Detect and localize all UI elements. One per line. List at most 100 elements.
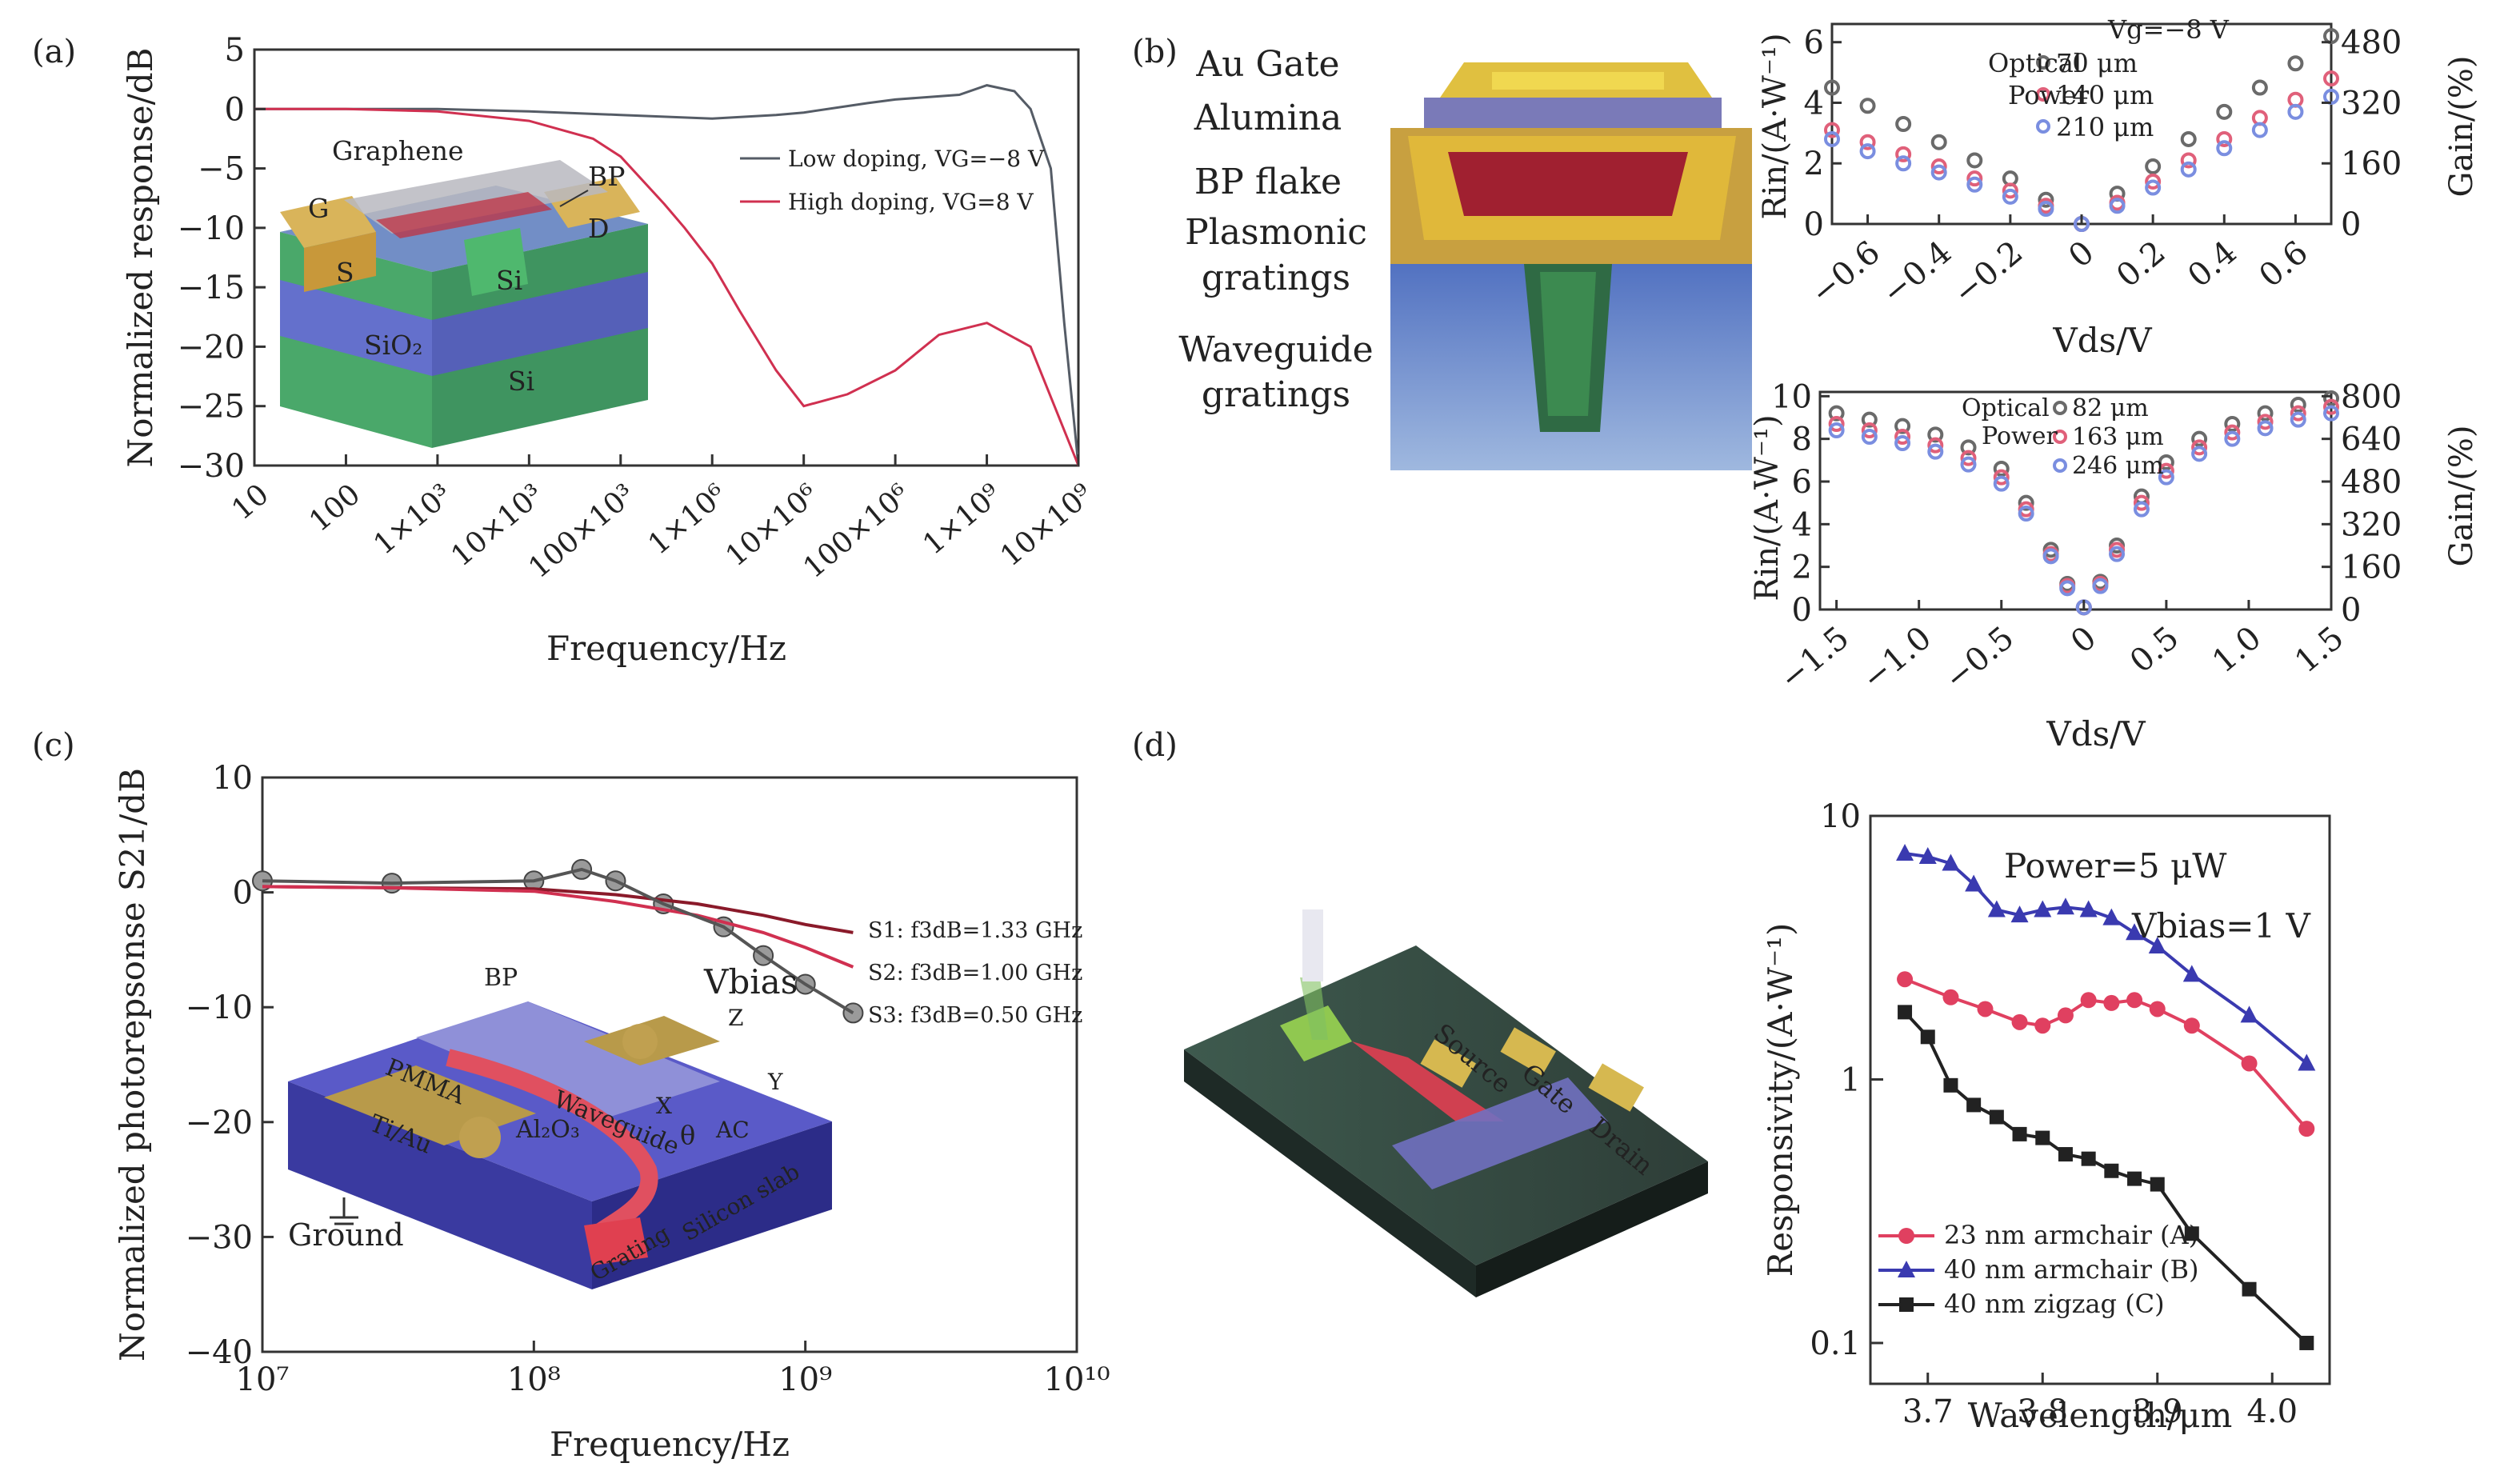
data-point-70-m bbox=[2180, 130, 2197, 147]
data-point-23-nm-armchair-a bbox=[2149, 1001, 2166, 1017]
y-tick-label: 0 bbox=[225, 91, 245, 128]
legend-label-210-m: 210 μm bbox=[2056, 112, 2154, 142]
y-tick-label-right: 480 bbox=[2341, 464, 2402, 501]
legend-marker-163-m bbox=[2053, 430, 2067, 444]
data-point-40-nm-zigzag-c bbox=[2299, 1335, 2314, 1350]
data-point-40-nm-armchair-b bbox=[1942, 853, 1960, 871]
panel-label-b: (b) bbox=[1132, 34, 1178, 70]
data-point-23-nm-armchair-a bbox=[2080, 992, 2097, 1009]
layer-label-gratings-2: gratings bbox=[1202, 374, 1350, 415]
data-point-210-m bbox=[1859, 143, 1876, 160]
x-tick-label: 0 bbox=[2064, 619, 2103, 661]
data-point-82-m bbox=[1861, 411, 1878, 428]
y-tick-label: 6 bbox=[1804, 25, 1824, 62]
data-point-23-nm-armchair-a bbox=[2057, 1007, 2074, 1024]
data-point-40-nm-zigzag-c bbox=[2150, 1177, 2165, 1192]
x-tick-label: −0.6 bbox=[1804, 234, 1887, 312]
series-line-s2-f3db-1-00-ghz bbox=[262, 885, 854, 969]
data-point-82-m bbox=[1993, 461, 2010, 477]
y-tick-label: −10 bbox=[178, 210, 245, 247]
panel-b: Au Gate Alumina BP flake Plasmonic grati… bbox=[1178, 14, 2480, 753]
data-point-210-m bbox=[1930, 164, 1947, 181]
data-point-40-nm-zigzag-c bbox=[1943, 1077, 1958, 1093]
x-tick-label: 10 bbox=[226, 478, 274, 526]
data-point-70-m bbox=[1930, 134, 1947, 150]
y-tick-label: 10 bbox=[1820, 798, 1861, 835]
y-tick-label: 0 bbox=[1804, 206, 1824, 243]
layer-label-waveguide: Waveguide bbox=[1178, 330, 1373, 370]
x-tick-label: 1.0 bbox=[2206, 619, 2268, 680]
data-point-70-m bbox=[1859, 98, 1876, 114]
y-tick-label-right: 800 bbox=[2341, 378, 2402, 415]
data-point-40-nm-armchair-b bbox=[2034, 900, 2052, 917]
data-point-82-m bbox=[1960, 439, 1977, 456]
inset-label-z: Z bbox=[728, 1005, 743, 1031]
x-tick-label: 10×10⁹ bbox=[994, 478, 1099, 573]
inset-label-bp: BP bbox=[588, 161, 625, 192]
data-point-163-m bbox=[2133, 494, 2150, 511]
data-point-246-m bbox=[2018, 506, 2034, 522]
data-point-140-m bbox=[2002, 182, 2018, 199]
x-tick-label: 10⁹ bbox=[778, 1361, 832, 1398]
y-tick-label: −30 bbox=[178, 448, 245, 485]
data-point-40-nm-armchair-b bbox=[2126, 923, 2144, 941]
data-point-246-m bbox=[2059, 580, 2076, 597]
y-tick-label-right: 0 bbox=[2341, 206, 2361, 243]
data-point-40-nm-zigzag-c bbox=[2058, 1147, 2073, 1162]
layer-label-au-gate: Au Gate bbox=[1195, 44, 1339, 85]
y-tick-label: 0 bbox=[233, 875, 253, 912]
panel-c-frame bbox=[261, 776, 1078, 1353]
data-point-23-nm-armchair-a bbox=[2103, 994, 2120, 1011]
data-point-82-m bbox=[2257, 405, 2274, 422]
y-tick-label: 10 bbox=[1771, 378, 1812, 415]
inset-label-s: S bbox=[336, 257, 354, 288]
data-point-70-m bbox=[2287, 55, 2304, 72]
data-point-40-nm-armchair-b bbox=[2010, 905, 2029, 923]
panel-d-ylabel: Responsivity/(A·W⁻¹) bbox=[1761, 923, 1800, 1277]
y-tick-label: 1 bbox=[1841, 1061, 1861, 1098]
inset-label-sio2: SiO₂ bbox=[364, 330, 422, 361]
data-point-210-m bbox=[2109, 198, 2126, 214]
panel-label-d: (d) bbox=[1132, 727, 1178, 764]
data-point-82-m bbox=[2191, 430, 2208, 447]
data-point-70-m bbox=[1966, 152, 1983, 169]
inset-label-bp: BP bbox=[484, 964, 518, 992]
data-point-23-nm-armchair-a bbox=[2241, 1055, 2258, 1072]
panel-b-top-ylabel-right: Gain/(%) bbox=[2443, 55, 2480, 197]
data-point-246-m bbox=[2042, 548, 2059, 565]
x-tick-label: −1.0 bbox=[1855, 619, 1938, 698]
x-tick-label: 0 bbox=[2062, 234, 2101, 275]
data-point-23-nm-armchair-a bbox=[2126, 992, 2143, 1009]
data-point-23-nm-armchair-a bbox=[2011, 1013, 2028, 1030]
data-point-40-nm-armchair-b bbox=[2298, 1053, 2316, 1071]
legend-marker-140-m bbox=[2036, 87, 2050, 102]
y-tick-label: 4 bbox=[1792, 506, 1812, 543]
data-point-210-m bbox=[2251, 122, 2268, 138]
data-point-40-nm-zigzag-c bbox=[1966, 1097, 1982, 1113]
inset-label-theta: θ bbox=[680, 1120, 695, 1150]
data-point-82-m bbox=[2158, 454, 2174, 470]
legend-label-s2: S2: f3dB=1.00 GHz bbox=[868, 961, 1082, 985]
data-point-23-nm-armchair-a bbox=[1977, 1001, 1994, 1017]
data-point-163-m bbox=[2323, 398, 2339, 415]
data-point-140-m bbox=[2180, 152, 2197, 169]
legend-marker-210-m bbox=[2036, 119, 2050, 134]
data-point-210-m bbox=[2216, 140, 2233, 157]
panel-d: Source Gate Drain 1010.13.7 3.8 3.9 4.0 Pow… bbox=[1184, 798, 2331, 1435]
data-point-210-m bbox=[2145, 179, 2162, 196]
data-point-163-m bbox=[2224, 424, 2241, 441]
data-point-210-m bbox=[2180, 161, 2197, 178]
data-point-210-m bbox=[1895, 155, 1912, 172]
series-line-high-doping-vg-8-v bbox=[254, 107, 1080, 466]
panel-b-top-legend-title-2: Power bbox=[2008, 80, 2090, 110]
legend-label-163-m: 163 μm bbox=[2072, 423, 2164, 451]
data-point-40-nm-armchair-b bbox=[2056, 897, 2074, 915]
inset-label-si-bottom: Si bbox=[508, 366, 534, 397]
y-tick-label-right: 480 bbox=[2341, 25, 2402, 62]
y-tick-label: −20 bbox=[178, 329, 245, 366]
data-point-40-nm-armchair-b bbox=[2148, 937, 2166, 954]
panel-c-xlabel: Frequency/Hz bbox=[550, 1425, 790, 1464]
x-tick-label: 4.0 bbox=[2246, 1393, 2298, 1430]
data-point-40-nm-armchair-b bbox=[1965, 874, 1983, 892]
